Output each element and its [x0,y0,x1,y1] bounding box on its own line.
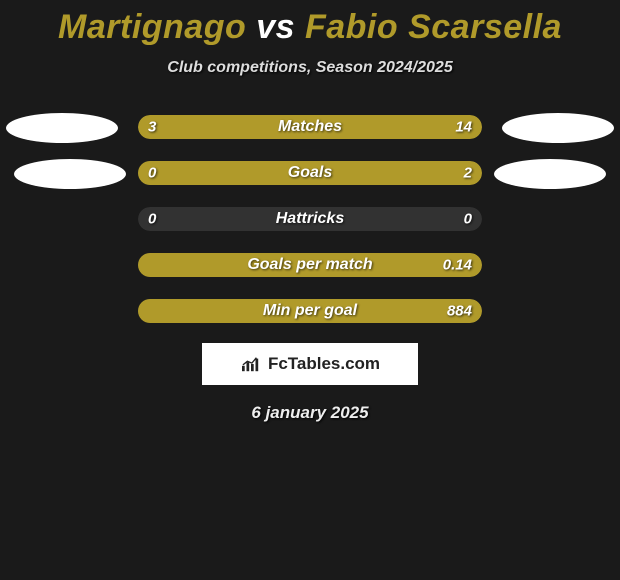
stat-rows: Matches314Goals02Hattricks00Goals per ma… [0,105,620,335]
team-ellipse-left [6,113,118,143]
page-title: Martignago vs Fabio Scarsella [0,8,620,47]
team-ellipse-left [14,159,126,189]
logo-text: FcTables.com [268,354,380,374]
chart-icon [240,355,262,373]
vs-text: vs [256,8,295,46]
bar-fill-right [138,161,482,185]
stat-bar: Min per goal884 [138,299,482,323]
stat-value-right: 0 [464,211,472,228]
stat-row: Matches314 [0,105,620,151]
player2-name: Fabio Scarsella [305,8,562,46]
bar-fill-right [138,299,482,323]
stat-value-left: 3 [148,119,156,136]
stat-value-right: 2 [464,165,472,182]
stat-row: Goals per match0.14 [0,243,620,289]
date-label: 6 january 2025 [0,403,620,423]
stat-value-right: 884 [447,303,472,320]
team-ellipse-right [502,113,614,143]
bar-bg [138,207,482,231]
stat-bar: Goals02 [138,161,482,185]
stat-bar: Matches314 [138,115,482,139]
stat-value-left: 0 [148,211,156,228]
stat-value-right: 14 [455,119,472,136]
bar-fill-right [138,253,482,277]
stat-bar: Goals per match0.14 [138,253,482,277]
stat-row: Min per goal884 [0,289,620,335]
team-ellipse-right [494,159,606,189]
player1-name: Martignago [58,8,246,46]
stat-value-left: 0 [148,165,156,182]
logo-box: FcTables.com [202,343,418,385]
bar-fill-right [199,115,482,139]
stat-row: Hattricks00 [0,197,620,243]
infographic-container: Martignago vs Fabio Scarsella Club compe… [0,0,620,580]
stat-value-right: 0.14 [443,257,472,274]
subtitle: Club competitions, Season 2024/2025 [0,59,620,77]
stat-row: Goals02 [0,151,620,197]
stat-bar: Hattricks00 [138,207,482,231]
